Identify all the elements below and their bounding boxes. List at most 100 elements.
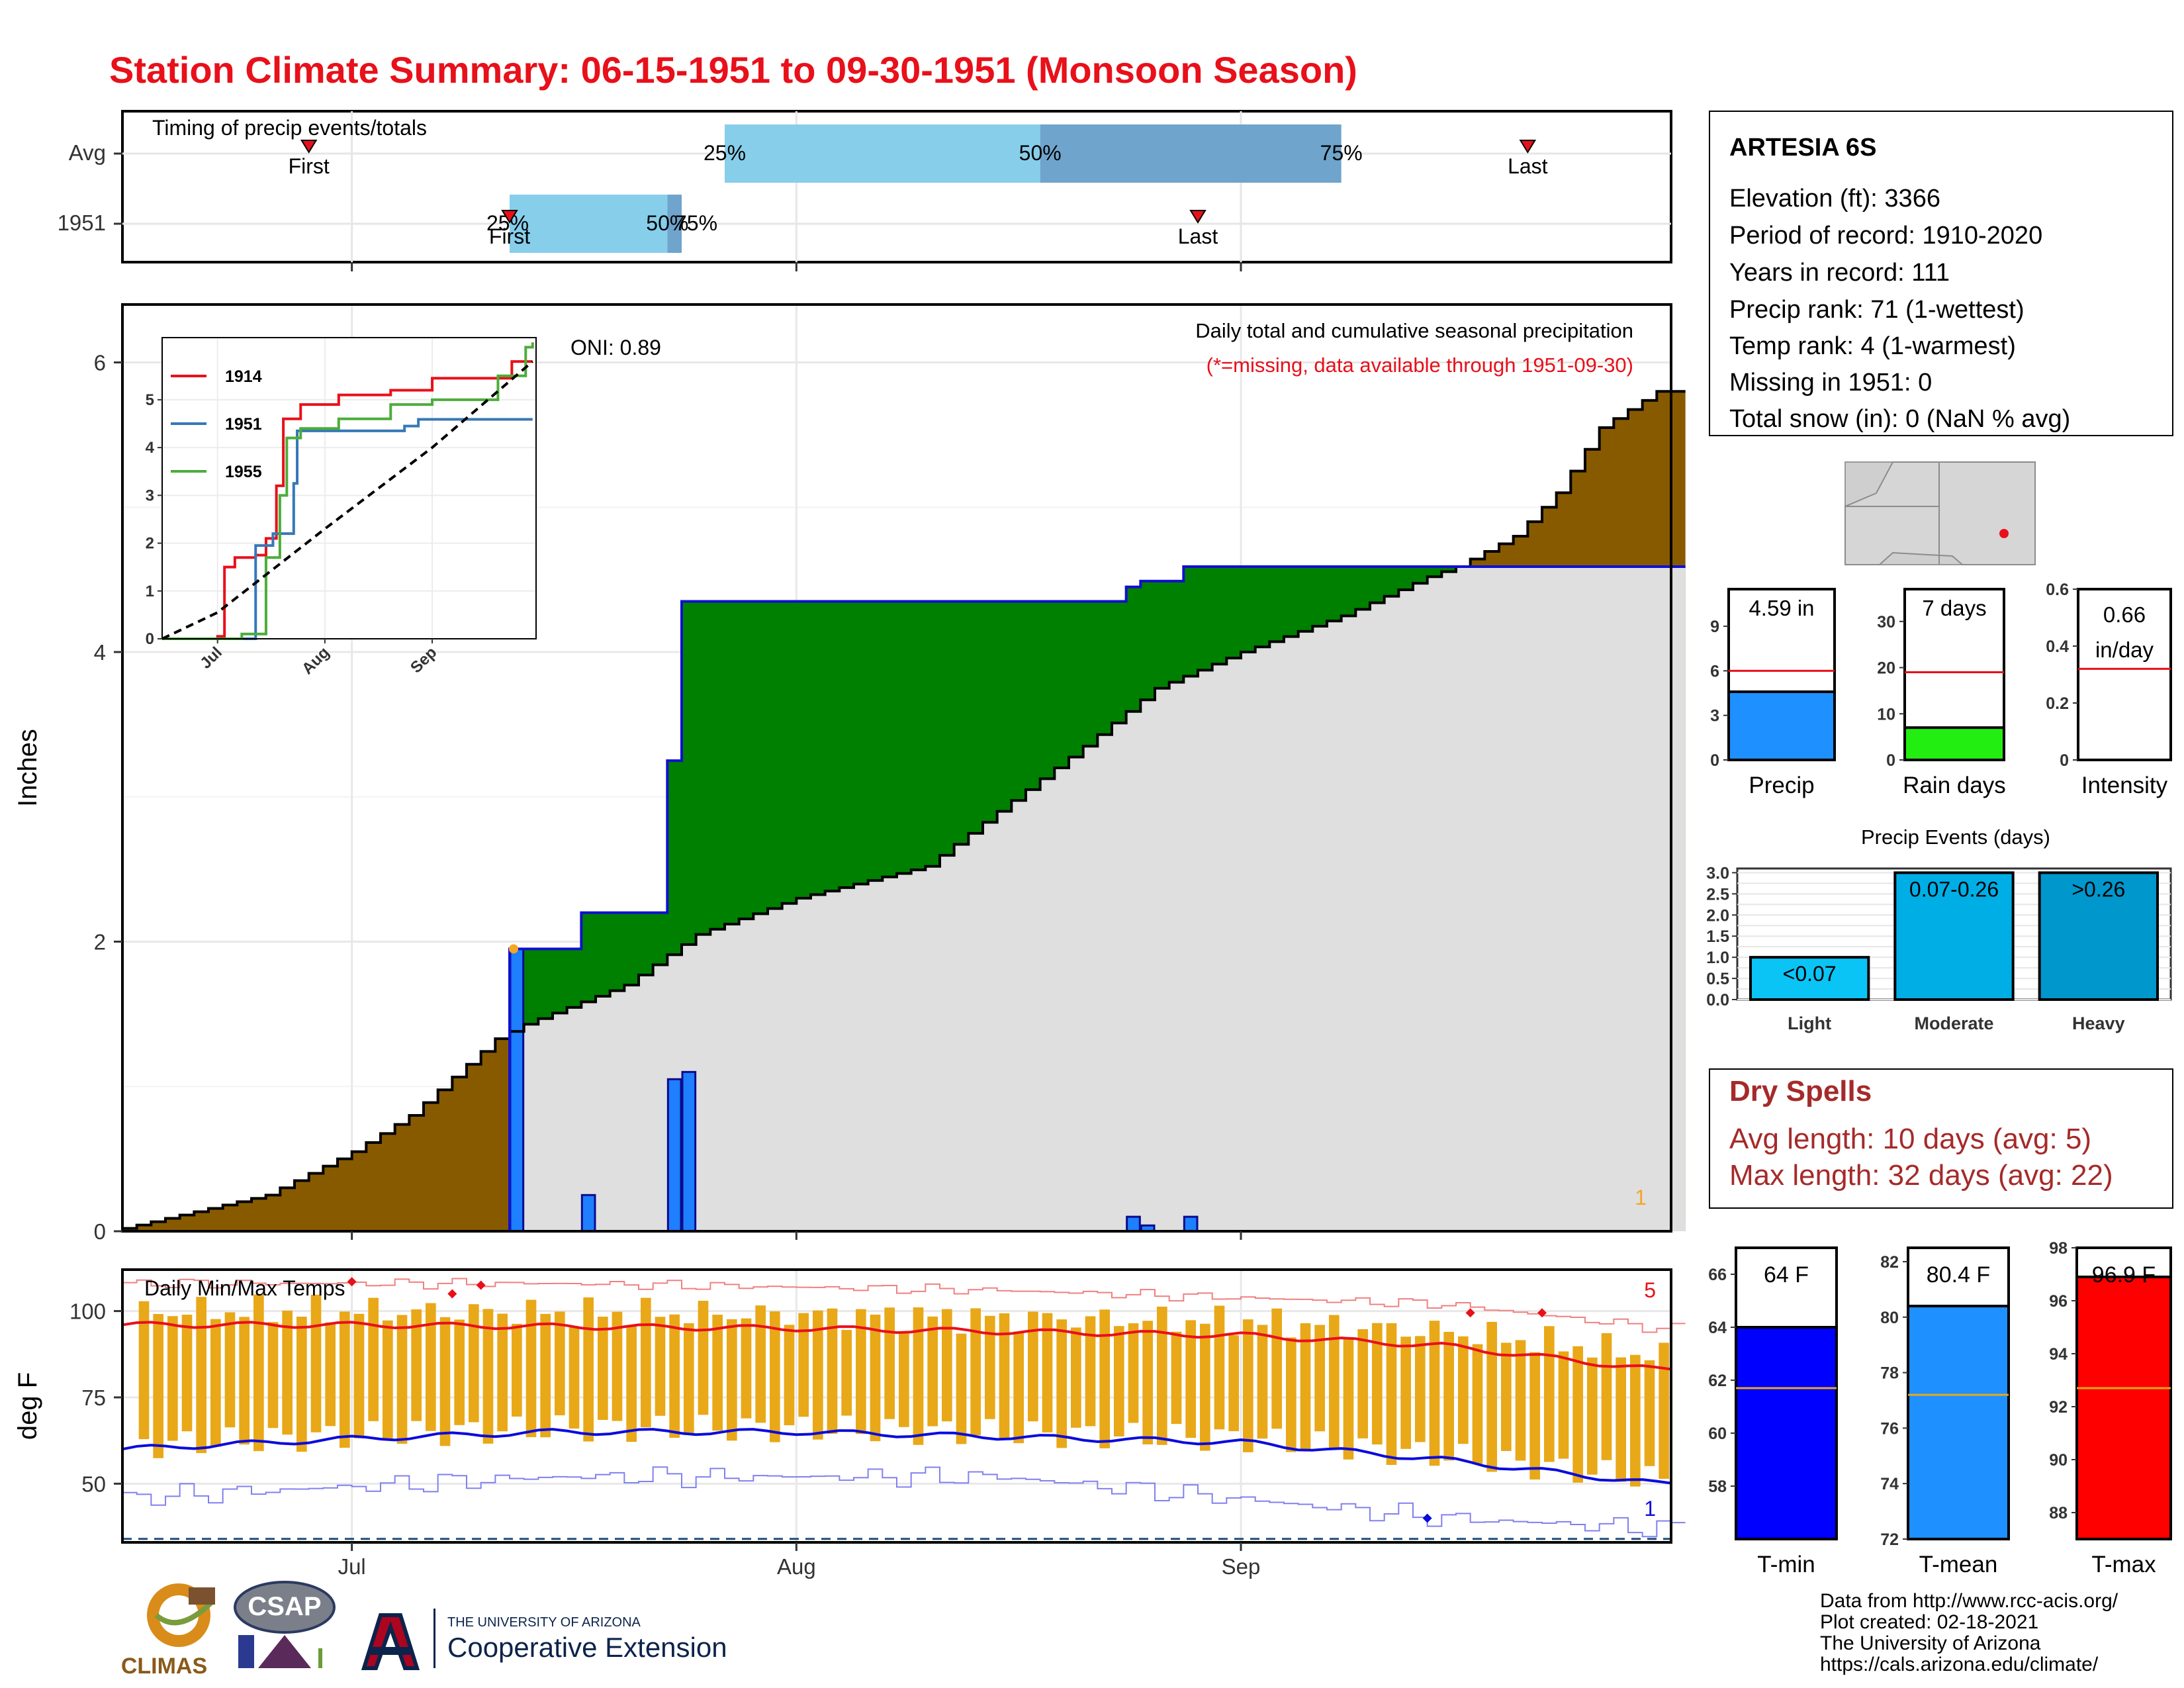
record-low-marker bbox=[1422, 1513, 1432, 1523]
events-y-tick-label: 1.5 bbox=[1706, 927, 1729, 946]
locator-map bbox=[1844, 461, 2036, 565]
daily-temp-range-bar bbox=[669, 1314, 680, 1438]
daily-temp-range-bar bbox=[1558, 1351, 1569, 1459]
daily-temp-range-bar bbox=[626, 1326, 637, 1442]
station-elevation: Elevation (ft): 3366 bbox=[1729, 185, 1940, 212]
daily-precip-bar bbox=[666, 1078, 682, 1233]
daily-temp-range-bar bbox=[698, 1301, 709, 1415]
timing-title: Timing of precip events/totals bbox=[152, 116, 427, 140]
station-missing: Missing in 1951: 0 bbox=[1729, 369, 1932, 397]
daily-temp-range-bar bbox=[1214, 1305, 1225, 1430]
above-average-surplus-area bbox=[510, 566, 1456, 1032]
daily-temp-range-bar bbox=[340, 1311, 350, 1448]
temp-y-tick-label: 75 bbox=[81, 1385, 106, 1410]
daily-temp-range-bar bbox=[210, 1319, 221, 1447]
daily-temp-range-bar bbox=[1028, 1311, 1038, 1422]
station-info-box: ARTESIA 6S Elevation (ft): 3366 Period o… bbox=[1709, 111, 2173, 436]
climas-logo-text: CLIMAS bbox=[121, 1654, 207, 1679]
daily-temp-range-bar bbox=[1286, 1337, 1297, 1452]
t-max-bar bbox=[2075, 1276, 2172, 1540]
cumulative-1951-line bbox=[508, 565, 1686, 1231]
daily-temp-range-bar bbox=[1659, 1342, 1669, 1479]
record-low-count: 1 bbox=[1644, 1497, 1656, 1521]
events-bar-label: 0.07-0.26 bbox=[1909, 877, 1999, 901]
daily-temp-range-bar bbox=[454, 1319, 465, 1425]
daily-temp-range-bar bbox=[253, 1294, 264, 1452]
t-min-y-tick-label: 64 bbox=[1708, 1319, 1727, 1337]
daily-temp-range-bar bbox=[1429, 1321, 1440, 1466]
temp-y-axis-label: deg F bbox=[13, 1372, 42, 1440]
daily-precip-bar bbox=[580, 1194, 596, 1233]
credit-data-source: Data from http://www.rcc-acis.org/ bbox=[1820, 1590, 2118, 1612]
month-x-tick-label: Sep bbox=[1222, 1554, 1261, 1579]
temperature-summary-charts: 58 60 62 64 66 T-min 64 F 72 74 76 78 80 82 T-mean 80.… bbox=[1708, 1239, 2172, 1577]
csap-logo-text: CSAP bbox=[248, 1592, 321, 1621]
daily-temp-range-bar bbox=[267, 1322, 279, 1429]
daily-precip-bar bbox=[1183, 1215, 1199, 1233]
t-max-y-tick-label: 96 bbox=[2049, 1292, 2068, 1311]
t-mean-bar bbox=[1907, 1305, 2010, 1540]
daily-temp-range-bar bbox=[1257, 1325, 1268, 1439]
daily-temp-range-bar bbox=[497, 1313, 508, 1432]
t-min-y-tick-label: 60 bbox=[1708, 1425, 1727, 1443]
average-cumulative-line bbox=[122, 390, 1686, 1230]
station-precip-rank: Precip rank: 71 (1-wettest) bbox=[1729, 296, 2025, 324]
events-y-tick-label: 0.0 bbox=[1706, 991, 1729, 1009]
first-event-marker bbox=[509, 944, 518, 954]
timing-bar-q1-1951 bbox=[510, 195, 668, 253]
t-min-y-tick-label: 62 bbox=[1708, 1372, 1727, 1390]
daily-temp-range-bar bbox=[1501, 1342, 1512, 1451]
temp-y-tick-label: 50 bbox=[81, 1472, 106, 1496]
station-years: Years in record: 111 bbox=[1729, 259, 1950, 287]
climas-logo: CLIMAS bbox=[121, 1583, 215, 1679]
daily-temp-range-bar bbox=[196, 1297, 206, 1454]
avg-tmax-line bbox=[122, 1321, 1672, 1371]
daily-temp-range-bar bbox=[1357, 1329, 1368, 1438]
precip-total-y-tick-label: 0 bbox=[1710, 751, 1719, 770]
timing-first-marker bbox=[300, 140, 318, 154]
daily-temp-range-bar bbox=[138, 1301, 150, 1440]
daily-temp-range-bar bbox=[583, 1297, 594, 1442]
daily-temp-range-bar bbox=[353, 1313, 365, 1438]
daily-temp-range-bar bbox=[1400, 1336, 1411, 1449]
events-bar-moderate bbox=[1893, 871, 2015, 1001]
daily-temp-range-bar bbox=[1486, 1321, 1497, 1472]
inset-line-average bbox=[161, 360, 534, 640]
daily-temp-range-bar bbox=[1372, 1323, 1383, 1445]
temp-y-tick-label: 100 bbox=[69, 1299, 106, 1324]
daily-temp-range-bar bbox=[1587, 1357, 1598, 1475]
credit-university: The University of Arizona bbox=[1820, 1632, 2041, 1654]
events-y-tick-label: 3.0 bbox=[1706, 864, 1729, 882]
t-min-bar bbox=[1735, 1326, 1838, 1540]
t-mean-value-label: 80.4 F bbox=[1927, 1262, 1990, 1288]
daily-temp-range-bar bbox=[469, 1304, 479, 1423]
daily-temp-range-bar bbox=[540, 1313, 551, 1438]
daily-temp-range-bar bbox=[841, 1330, 852, 1416]
daily-temp-range-bar bbox=[1114, 1326, 1124, 1436]
daily-temp-range-bar bbox=[641, 1297, 651, 1428]
footer-credits: Data from http://www.rcc-acis.org/ Plot … bbox=[1820, 1590, 2118, 1675]
daily-temp-range-bar bbox=[813, 1310, 823, 1440]
csap-logo: CSAP bbox=[234, 1581, 336, 1668]
t-max-y-tick-label: 90 bbox=[2049, 1451, 2068, 1470]
daily-temp-range-bar bbox=[1601, 1333, 1612, 1460]
inset-legend-label-1951: 1951 bbox=[225, 415, 262, 434]
intensity-y-tick-label: 0 bbox=[2060, 751, 2069, 770]
t-mean-y-tick-label: 80 bbox=[1880, 1309, 1899, 1327]
record-high-marker bbox=[447, 1289, 457, 1299]
daily-temp-range-bar bbox=[1099, 1309, 1110, 1448]
inset-line-1914 bbox=[162, 360, 533, 640]
t-max-y-tick-label: 92 bbox=[2049, 1398, 2068, 1417]
rain-days-y-tick-label: 20 bbox=[1877, 659, 1895, 678]
t-max-y-tick-label: 88 bbox=[2049, 1504, 2068, 1523]
daily-temp-range-bar bbox=[1157, 1306, 1167, 1445]
precip-y-tick-label: 2 bbox=[94, 930, 106, 955]
temperature-panel: 50 75 100 Jul Aug Sep deg F Daily Min/Max Te… bbox=[13, 1268, 1686, 1579]
rain-days-bar bbox=[1903, 726, 2005, 762]
t-mean-y-tick-label: 78 bbox=[1880, 1364, 1899, 1383]
daily-temp-range-bar bbox=[770, 1311, 780, 1442]
timing-bar-q1-Avg bbox=[725, 124, 1040, 183]
inset-legend-label-1955: 1955 bbox=[225, 463, 262, 481]
daily-temp-range-bar bbox=[884, 1307, 895, 1419]
